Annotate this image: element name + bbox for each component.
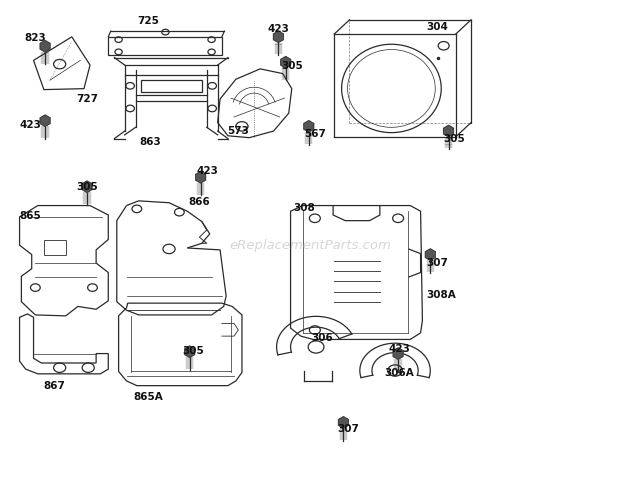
Text: 823: 823 [24, 33, 46, 43]
Text: 727: 727 [76, 94, 98, 104]
Text: 573: 573 [227, 125, 249, 135]
Text: 305: 305 [281, 61, 303, 71]
Polygon shape [185, 346, 195, 358]
Text: 305: 305 [444, 134, 466, 144]
Text: 867: 867 [44, 380, 66, 390]
Text: 306A: 306A [384, 368, 414, 378]
Polygon shape [425, 250, 435, 261]
Text: 423: 423 [389, 343, 411, 353]
Text: 423: 423 [197, 166, 218, 175]
Text: 423: 423 [20, 120, 42, 130]
Text: 865A: 865A [134, 391, 164, 401]
Polygon shape [281, 58, 291, 69]
Polygon shape [273, 32, 283, 43]
Text: 307: 307 [427, 257, 448, 267]
Polygon shape [40, 116, 50, 127]
Polygon shape [393, 348, 403, 360]
Text: 308A: 308A [427, 289, 456, 299]
Text: 863: 863 [140, 136, 162, 146]
Text: 725: 725 [137, 16, 159, 26]
Polygon shape [304, 121, 314, 133]
Text: 307: 307 [337, 423, 359, 433]
Text: 305: 305 [77, 181, 99, 192]
Polygon shape [444, 126, 453, 137]
Polygon shape [82, 181, 92, 193]
Text: 865: 865 [20, 211, 42, 221]
Text: 306: 306 [311, 332, 333, 342]
Text: 305: 305 [182, 346, 204, 356]
Polygon shape [339, 417, 348, 428]
Text: 308: 308 [293, 202, 315, 212]
Text: 304: 304 [427, 22, 448, 32]
Text: 423: 423 [267, 24, 290, 34]
Polygon shape [196, 172, 206, 183]
Text: eReplacementParts.com: eReplacementParts.com [229, 238, 391, 251]
Text: 866: 866 [188, 196, 210, 206]
Polygon shape [40, 41, 50, 53]
Text: 567: 567 [304, 129, 326, 139]
